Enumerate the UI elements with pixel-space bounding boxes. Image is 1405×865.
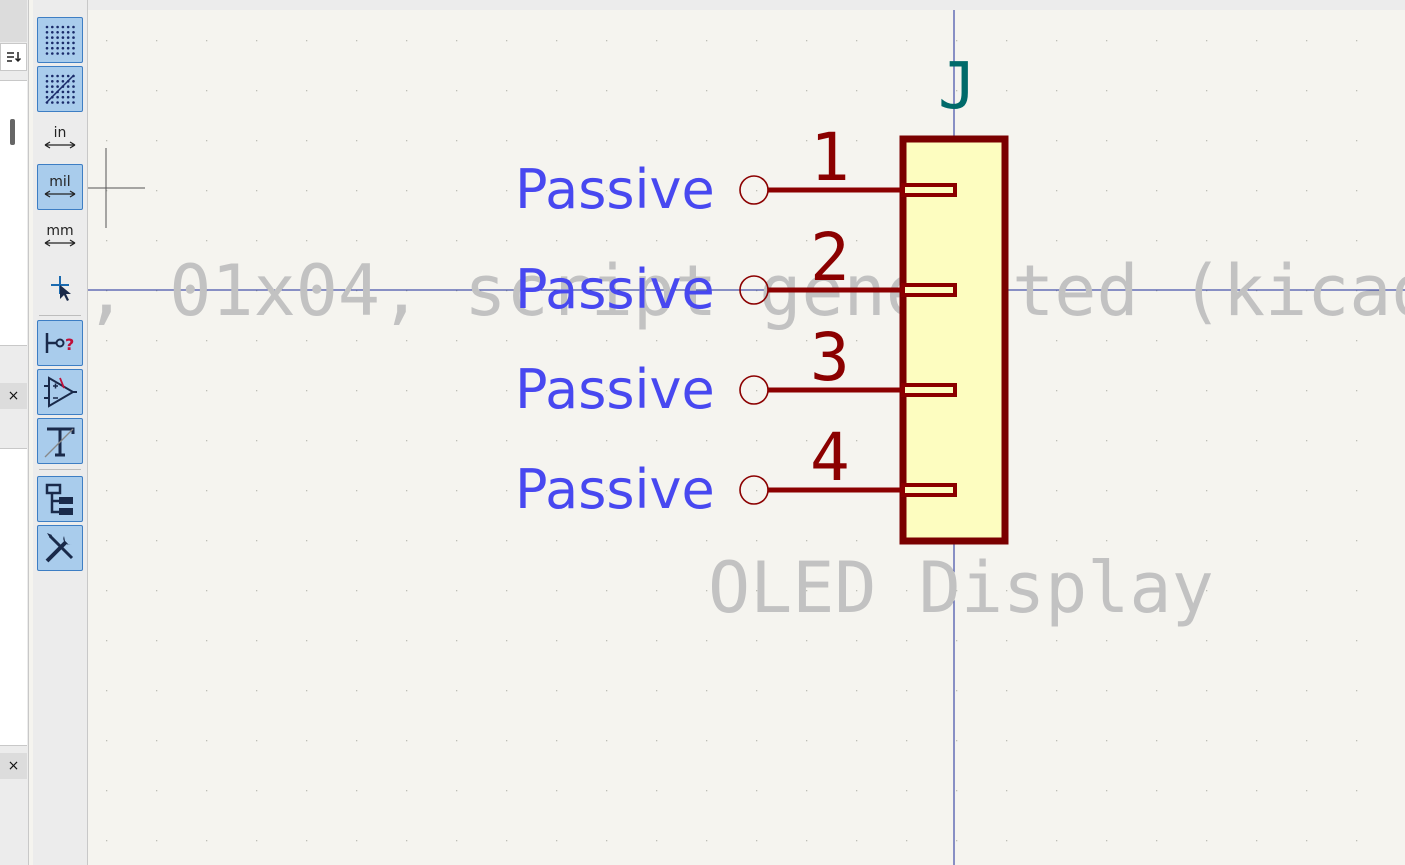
double-arrow-icon xyxy=(44,190,76,198)
left-dock-panel: × × xyxy=(0,0,29,865)
units-inches-label: in xyxy=(53,125,67,141)
symbol-reference-text[interactable]: J xyxy=(938,50,977,124)
units-mm-label: mm xyxy=(46,223,74,239)
symbol-body[interactable] xyxy=(899,135,1009,545)
crosshair-cursor-icon xyxy=(51,276,71,301)
close-icon[interactable]: × xyxy=(0,383,27,409)
schematic-canvas[interactable]: , 01x04, script generated (kicad-l 1 Pass… xyxy=(88,10,1405,865)
close-icon[interactable]: × xyxy=(0,753,27,779)
text-T-icon xyxy=(44,427,75,458)
cursor-crosshair xyxy=(88,148,145,228)
pin-4[interactable]: 4 Passive xyxy=(515,419,957,521)
pin-stub xyxy=(901,183,957,197)
double-arrow-icon xyxy=(44,141,76,149)
toolbar-separator xyxy=(39,315,81,316)
symbol-pins: 1 Passive 2 Passive 3 Passive 4 Passive xyxy=(515,119,957,521)
grid-overrides-button[interactable] xyxy=(37,66,83,112)
pin-1[interactable]: 1 Passive xyxy=(515,119,957,221)
pin-checker-button[interactable]: ? xyxy=(37,320,83,366)
pin-electrical-type: Passive xyxy=(515,158,715,221)
pin-3[interactable]: 3 Passive xyxy=(515,319,957,421)
pin-2[interactable]: 2 Passive xyxy=(515,219,957,321)
properties-panel xyxy=(0,448,27,746)
cursor-crosshair-button[interactable] xyxy=(37,264,83,310)
units-mm-button[interactable]: mm xyxy=(37,213,83,259)
symbol-value-text[interactable]: OLED Display xyxy=(708,547,1214,629)
hierarchy-tree-icon xyxy=(45,483,73,515)
symbol-tree-panel xyxy=(0,80,27,346)
wrench-screwdriver-icon xyxy=(45,533,74,563)
pin-electrical-type: Passive xyxy=(515,358,715,421)
pin-number: 3 xyxy=(810,319,850,396)
grid-toggle-button[interactable] xyxy=(37,17,83,63)
pin-number: 4 xyxy=(810,419,850,496)
grid-icon xyxy=(45,25,75,55)
sort-icon[interactable] xyxy=(0,43,27,71)
hierarchy-navigator-button[interactable] xyxy=(37,476,83,522)
symbol-description-text: , 01x04, script generated (kicad-l xyxy=(88,250,1405,332)
pin-stub xyxy=(901,483,957,497)
units-mils-label: mil xyxy=(49,174,71,190)
pin-electrical-type: Passive xyxy=(515,458,715,521)
units-inches-button[interactable]: in xyxy=(37,115,83,161)
text-tool-button[interactable] xyxy=(37,418,83,464)
properties-tool-button[interactable] xyxy=(37,525,83,571)
opamp-symbol-icon xyxy=(44,376,77,408)
units-mils-button[interactable]: mil xyxy=(37,164,83,210)
canvas-grid xyxy=(106,40,1358,842)
left-toolbar: in mil mm ? xyxy=(33,0,88,865)
dock-header xyxy=(0,0,27,42)
scrollbar-thumb[interactable] xyxy=(10,119,15,145)
pin-check-label: ? xyxy=(65,335,74,354)
pin-stub xyxy=(901,283,957,297)
toolbar-separator xyxy=(39,469,81,470)
pin-stub xyxy=(901,383,957,397)
pin-check-icon: ? xyxy=(45,333,74,354)
pin-number: 2 xyxy=(810,219,850,296)
symbol-checker-button[interactable] xyxy=(37,369,83,415)
pin-electrical-type: Passive xyxy=(515,258,715,321)
pin-number: 1 xyxy=(810,119,850,196)
grid-override-icon xyxy=(45,74,75,104)
double-arrow-icon xyxy=(44,239,76,247)
